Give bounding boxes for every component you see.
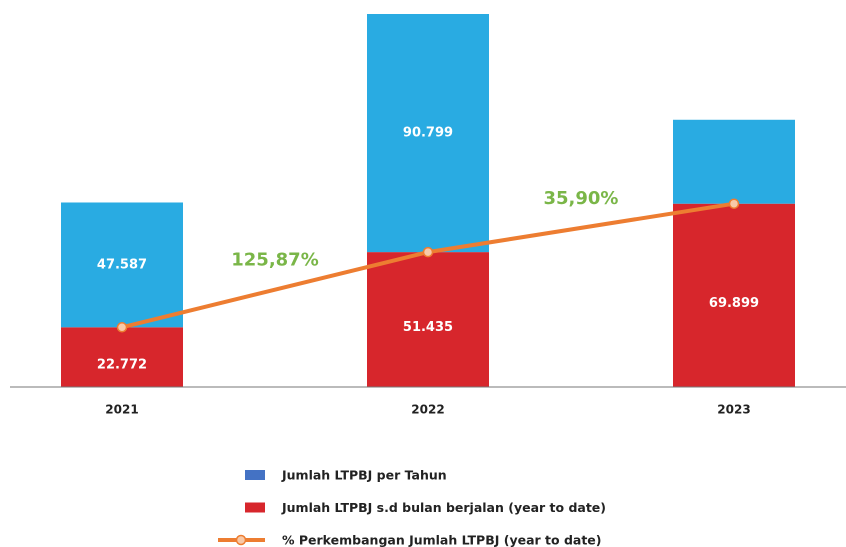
bar-segment xyxy=(61,202,183,328)
x-tick-label: 2022 xyxy=(411,403,444,417)
x-tick-label: 2021 xyxy=(105,403,138,417)
legend-swatch xyxy=(245,502,265,513)
legend-label: Jumlah LTPBJ per Tahun xyxy=(281,468,447,483)
growth-label: 125,87% xyxy=(231,250,319,271)
legend-swatch xyxy=(245,470,265,480)
data-label: 69.899 xyxy=(709,296,759,311)
data-label: 51.435 xyxy=(403,320,453,335)
data-label: 47.587 xyxy=(97,257,147,272)
legend-swatch xyxy=(235,534,247,546)
bar-segment xyxy=(673,119,795,204)
line-marker xyxy=(116,322,128,333)
bar-segment xyxy=(673,203,795,387)
x-tick-label: 2023 xyxy=(717,403,750,417)
bar-segment xyxy=(367,14,489,253)
bar-segment xyxy=(367,252,489,387)
line-marker xyxy=(728,198,740,209)
data-label: 22.772 xyxy=(97,358,147,373)
growth-label: 35,90% xyxy=(544,188,619,209)
legend-label: Jumlah LTPBJ s.d bulan berjalan (year to… xyxy=(281,500,606,515)
bar-segment xyxy=(61,327,183,387)
legend-label: % Perkembangan Jumlah LTPBJ (year to dat… xyxy=(282,533,602,547)
line-marker xyxy=(422,246,434,258)
data-label: 90.799 xyxy=(403,126,453,141)
